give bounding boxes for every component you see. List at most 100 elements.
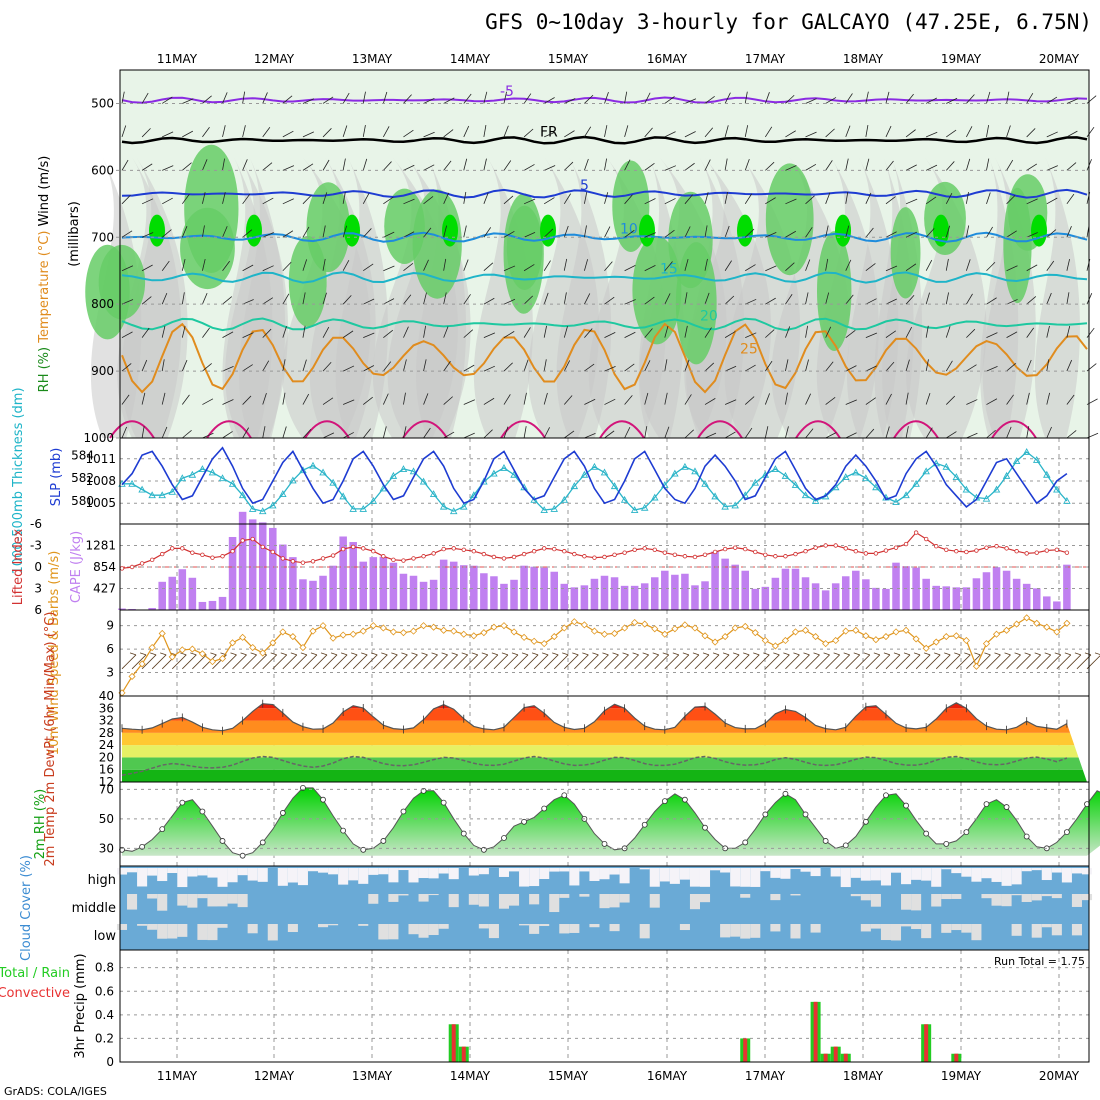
thickness-point	[691, 467, 699, 475]
wind-barb	[121, 331, 133, 338]
thickness-point	[228, 479, 237, 487]
wind-barb	[564, 654, 579, 670]
wind-barb	[945, 193, 953, 205]
thickness-point	[982, 494, 991, 502]
wind-barb	[724, 125, 729, 138]
cloud-clear-bar	[297, 868, 308, 886]
cape-bar	[1053, 601, 1061, 610]
wind-barb	[1056, 654, 1072, 670]
cloud-clear-bar	[599, 894, 610, 909]
wind-barb	[604, 226, 611, 238]
wind-barb	[825, 292, 830, 305]
cloud-clear-bar	[559, 894, 570, 898]
rh-point	[601, 840, 608, 847]
rh-point	[179, 799, 186, 806]
wind-speed-point	[1013, 620, 1021, 628]
wind-barb	[1006, 331, 1018, 338]
wind-barb	[604, 366, 616, 372]
wind-barb	[905, 231, 918, 238]
wind-barb	[724, 191, 728, 204]
wind-speed-point	[610, 629, 619, 638]
wind-barb	[986, 365, 998, 372]
wind-barb	[604, 296, 615, 305]
wind-barb	[865, 125, 869, 137]
wind-speed-point	[430, 623, 438, 631]
rh-saturated-region	[933, 214, 949, 247]
wind-barb	[282, 293, 290, 305]
lifted-index-point	[149, 557, 155, 563]
cape-bar	[1043, 596, 1051, 610]
cape-axis-title: CAPE (J/kg)	[69, 531, 84, 603]
wind-barb	[604, 331, 616, 338]
cape-bar	[570, 587, 579, 610]
wind-barb	[765, 360, 773, 372]
lifted-index-point	[672, 552, 678, 558]
cloud-clear-bar	[378, 868, 389, 875]
wind-barb	[845, 365, 857, 372]
wind-barb	[262, 162, 273, 171]
wind-barb	[302, 359, 307, 372]
temp-line	[121, 702, 1068, 732]
lifted-index-point	[411, 556, 416, 561]
cloud-clear-bar	[338, 868, 349, 885]
cloud-clear-bar	[860, 924, 871, 932]
lifted-index-point	[200, 552, 205, 558]
lifted-index-point	[220, 554, 225, 559]
wind-speed-point	[289, 633, 297, 641]
wind-barb-flag	[451, 652, 458, 656]
wind-barb	[825, 258, 829, 271]
wind-barb	[242, 264, 254, 272]
cape-bar	[339, 536, 347, 610]
wind-speed-point	[450, 627, 458, 635]
cloud-clear-bar	[237, 868, 248, 876]
wind-barb	[563, 325, 568, 338]
wind-barb	[443, 258, 447, 271]
wind-barb	[644, 198, 656, 205]
rh-tick-label: 70	[99, 782, 114, 796]
wind-barb-flag	[974, 652, 981, 656]
wind-barb	[543, 654, 559, 670]
cloud-clear-bar	[971, 868, 982, 882]
cloud-clear-bar	[217, 868, 228, 887]
wind-barb-flag	[180, 652, 187, 656]
cloud-clear-bar	[498, 894, 510, 909]
wind-barb	[192, 654, 207, 670]
bottom-day-label: 18MAY	[843, 1069, 884, 1083]
cloud-clear-bar	[649, 868, 660, 887]
wind-barb-flag	[823, 652, 830, 656]
cloud-clear-bar	[418, 868, 429, 879]
wind-barb	[905, 294, 915, 305]
wind-barb-flag	[803, 652, 810, 656]
cloud-clear-bar	[830, 868, 841, 877]
wind-barb	[704, 159, 711, 171]
wind-speed-point	[570, 618, 578, 626]
wind-barb	[141, 198, 154, 205]
wind-barb	[744, 193, 753, 205]
wind-barb	[885, 654, 901, 670]
wind-barb	[1026, 128, 1036, 138]
wind-barb	[966, 126, 973, 138]
wind-barb	[403, 164, 415, 171]
rh-moist-region	[890, 207, 921, 299]
cloud-clear-bar	[197, 868, 208, 876]
wind-barb-flag	[672, 652, 679, 656]
lifted-index-point	[361, 546, 366, 551]
precip-total-legend: Total / Rain	[0, 966, 70, 981]
bottom-day-label: 11MAY	[157, 1069, 198, 1083]
wind-barb	[1046, 426, 1052, 439]
wind-barb	[714, 654, 730, 670]
cloud-clear-bar	[981, 894, 992, 899]
wind-speed-point	[651, 625, 659, 633]
wind-barb	[1026, 296, 1037, 305]
cloud-clear-bar	[679, 924, 690, 931]
thickness-point	[711, 492, 719, 500]
wind-barb	[945, 395, 956, 405]
isotherm-label: 15	[660, 261, 678, 277]
wind-barb	[664, 229, 675, 238]
wind-barb	[845, 330, 856, 338]
wind-barb	[684, 259, 689, 271]
wind-barb	[403, 654, 418, 670]
thickness-point	[902, 491, 910, 499]
wind-barb	[785, 165, 797, 171]
wind-barb	[383, 654, 398, 670]
